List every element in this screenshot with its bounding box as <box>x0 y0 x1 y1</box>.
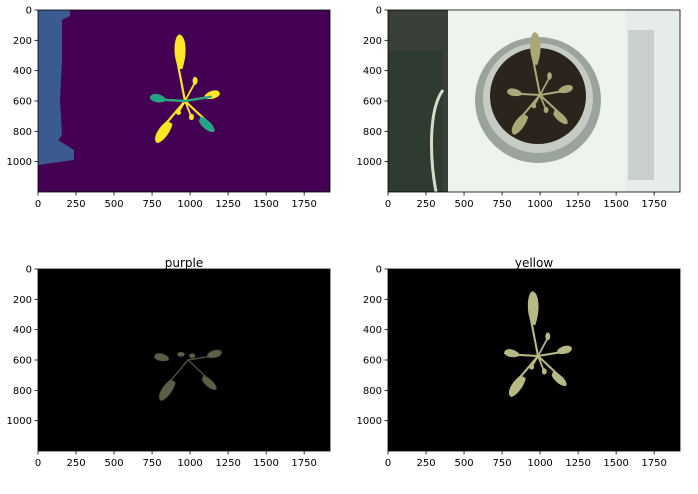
x-tick-label: 1250 <box>215 458 240 469</box>
y-tick-label: 200 <box>13 36 32 47</box>
x-tick-label: 250 <box>416 199 435 210</box>
mask-plant-teal <box>150 93 215 132</box>
axes-original-photo: 0 250 500 750 1000 1250 1500 1750 0 200 400 600 800 1… <box>357 6 681 210</box>
y-tick-label: 600 <box>363 356 382 367</box>
photo-left-clutter <box>388 50 443 192</box>
x-tick-label: 750 <box>143 199 162 210</box>
purple-plant <box>154 349 222 401</box>
y-tick-label: 600 <box>13 356 32 367</box>
y-tick-label: 400 <box>13 325 32 336</box>
x-tick-label: 500 <box>454 199 473 210</box>
y-tick-label: 1000 <box>7 157 32 168</box>
y-tick-label: 600 <box>363 97 382 108</box>
x-tick-label: 0 <box>35 458 41 469</box>
segmentation-mask-panel <box>38 10 330 192</box>
x-tick-label: 250 <box>66 199 85 210</box>
axes-purple-mask: 0 250 500 750 1000 1250 1500 1750 0 200 400 600 800 1… <box>7 265 331 469</box>
x-tick-label: 1250 <box>215 199 240 210</box>
axes-segmentation-mask: 0 250 500 750 1000 1250 1500 1750 0 200 400 600 800 1… <box>7 6 331 210</box>
x-tick-label: 750 <box>493 458 512 469</box>
y-tick-label: 800 <box>363 127 382 138</box>
x-tick-label: 1250 <box>565 458 590 469</box>
x-tick-label: 0 <box>385 458 391 469</box>
x-tick-label: 250 <box>66 458 85 469</box>
photo-right-panel <box>628 30 654 180</box>
yellow-mask-panel <box>388 269 680 451</box>
x-tick-label: 500 <box>104 199 123 210</box>
x-tick-label: 0 <box>35 199 41 210</box>
x-tick-label: 1750 <box>291 458 316 469</box>
x-tick-label: 1000 <box>177 458 202 469</box>
x-tick-label: 1500 <box>603 458 628 469</box>
original-photo-panel <box>388 10 680 193</box>
x-tick-label: 250 <box>416 458 435 469</box>
y-tick-label: 200 <box>13 295 32 306</box>
y-tick-label: 1000 <box>357 157 382 168</box>
x-tick-label: 1250 <box>565 199 590 210</box>
panel-title-purple: purple <box>165 256 204 270</box>
y-tick-label: 0 <box>376 6 382 17</box>
panel-title-yellow: yellow <box>515 256 553 270</box>
axes-yellow-mask: 0 250 500 750 1000 1250 1500 1750 0 200 400 600 800 1… <box>357 265 681 469</box>
x-tick-label: 750 <box>143 458 162 469</box>
x-tick-label: 1000 <box>527 199 552 210</box>
x-tick-label: 1500 <box>253 458 278 469</box>
x-tick-label: 500 <box>454 458 473 469</box>
y-tick-label: 400 <box>13 66 32 77</box>
x-tick-label: 0 <box>385 199 391 210</box>
y-tick-label: 1000 <box>357 416 382 427</box>
x-tick-label: 500 <box>104 458 123 469</box>
x-tick-label: 750 <box>493 199 512 210</box>
y-tick-label: 800 <box>13 386 32 397</box>
x-tick-label: 1000 <box>527 458 552 469</box>
y-tick-label: 200 <box>363 36 382 47</box>
mask-left-region <box>38 10 74 165</box>
purple-background <box>38 269 330 451</box>
photo-cable <box>430 89 445 193</box>
y-tick-label: 600 <box>13 97 32 108</box>
x-tick-label: 1500 <box>253 199 278 210</box>
x-tick-label: 1750 <box>641 199 666 210</box>
x-tick-label: 1750 <box>641 458 666 469</box>
purple-mask-panel <box>38 269 330 451</box>
y-tick-label: 0 <box>26 6 32 17</box>
y-tick-label: 400 <box>363 325 382 336</box>
x-tick-label: 1000 <box>177 199 202 210</box>
y-tick-label: 800 <box>363 386 382 397</box>
y-tick-label: 200 <box>363 295 382 306</box>
x-tick-label: 1750 <box>291 199 316 210</box>
y-tick-label: 400 <box>363 66 382 77</box>
y-tick-label: 0 <box>26 265 32 276</box>
x-tick-label: 1500 <box>603 199 628 210</box>
y-tick-label: 0 <box>376 265 382 276</box>
y-tick-label: 1000 <box>7 416 32 427</box>
y-tick-label: 800 <box>13 127 32 138</box>
